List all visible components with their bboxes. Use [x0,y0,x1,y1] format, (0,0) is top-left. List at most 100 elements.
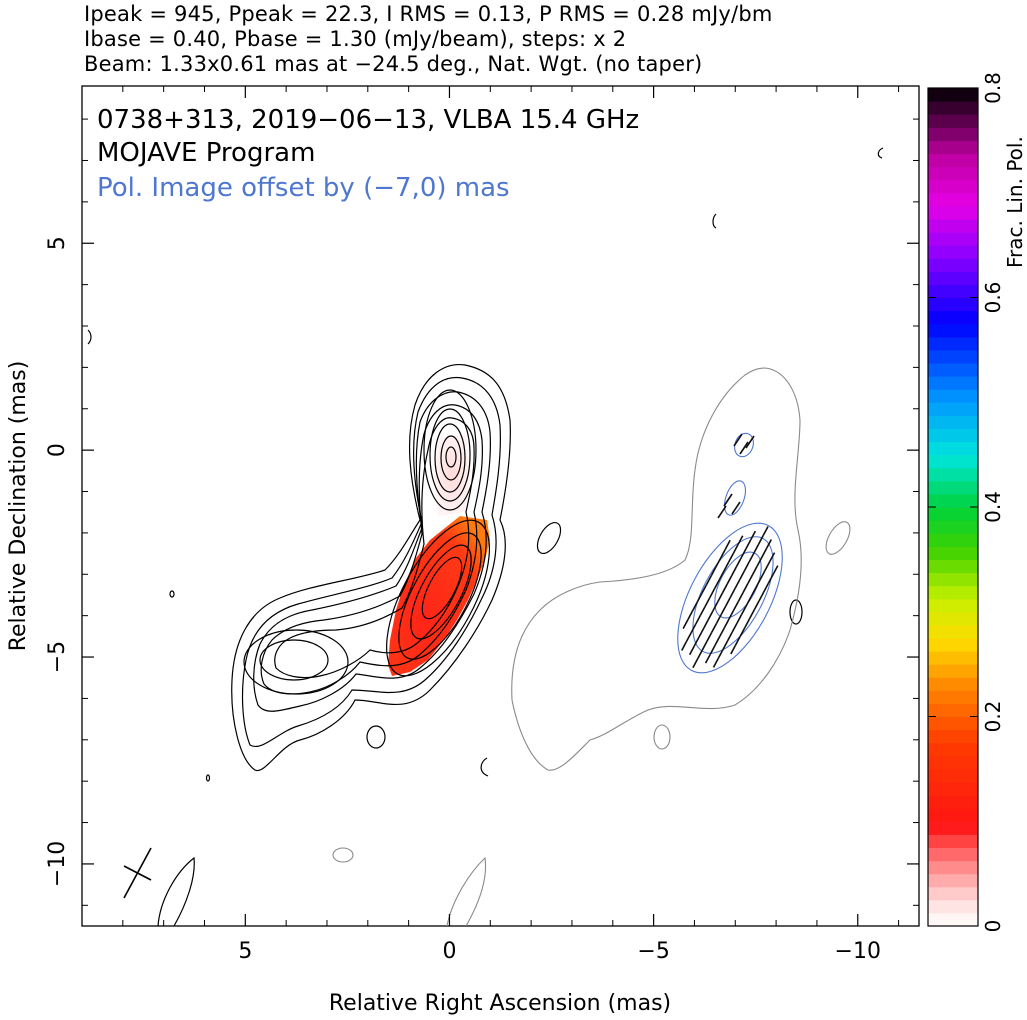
evpa-tick [720,548,727,559]
offset-outline-blob [446,856,487,926]
colorbar-step [928,362,978,377]
evpa-tick [698,627,705,638]
evpa-tick [718,627,726,638]
colorbar-step [928,860,978,875]
evpa-tick [712,658,719,668]
evpa-tick [744,618,751,628]
colorbar-step [928,441,978,456]
evpa-tick [727,552,735,563]
evpa-tick [723,493,733,507]
colorbar-step [928,690,978,705]
evpa-tick [717,649,724,659]
evpa-tick [688,645,696,656]
colorbar-step [928,507,978,521]
colorbar-step [928,166,978,181]
evpa-tick [733,600,740,611]
evpa-tick [761,547,768,558]
evpa-tick [710,623,718,633]
evpa-tick [715,614,722,624]
colorbar-step [928,755,978,770]
evpa-tick [753,600,760,611]
colorbar-step [928,310,978,325]
evpa-tick [691,601,698,612]
evpa-tick [714,636,721,646]
evpa-tick [728,609,735,620]
beam-minor-axis [123,865,152,881]
colorbar-step [928,873,978,888]
evpa-tick [735,557,743,567]
stokes-i-contour-jet-2 [398,532,482,660]
evpa-tick [722,640,729,651]
evpa-tick [734,579,741,589]
colorbar-step [928,205,978,220]
pol-contour-mid [692,536,774,654]
source-annotation: 0738+313, 2019−06−13, VLBA 15.4 GHz [97,105,639,135]
colorbar-tick-label: 0.8 [981,72,1005,104]
evpa-vectors [681,433,779,669]
pol-contour-inner [714,551,762,619]
evpa-tick [762,526,769,536]
colorbar-step [928,781,978,796]
colorbar-step [928,808,978,822]
colorbar-tick-label: 0.2 [981,701,1005,733]
evpa-tick [692,658,699,669]
colorbar-step [928,912,978,927]
y-tick-label: 5 [45,236,70,250]
evpa-tick [693,636,700,647]
evpa-tick [734,635,741,646]
evpa-tick [704,597,711,607]
colorbar-step [928,572,978,587]
evpa-tick [695,614,702,625]
evpa-tick [759,569,766,580]
evpa-tick [748,609,756,619]
stokes-i-blob [789,599,803,625]
offset-outline-blob [825,521,851,555]
evpa-tick [715,557,722,568]
colorbar-step [928,101,978,115]
x-tick-label: 5 [238,939,252,964]
stokes-i-contour-core-4 [440,435,462,481]
evpa-tick [769,552,776,562]
evpa-tick [736,614,743,624]
evpa-tick [709,588,716,598]
evpa-tick [750,587,757,598]
colorbar-tick-label: 0 [981,920,1005,933]
colorbar-step [928,415,978,430]
evpa-tick [681,641,688,651]
stokes-i-contour-core-5 [445,446,457,468]
colorbar-step [928,297,978,312]
colorbar-step [928,245,978,259]
offset-total-outline [332,367,851,926]
plot-frame [81,85,920,927]
stokes-i-contour-lowest [231,363,511,772]
colorbar-step [928,192,978,207]
offset-outline-blob [332,847,354,863]
colorbar-step [928,546,978,560]
evpa-tick [758,591,765,602]
evpa-tick [720,605,727,616]
stokes-i-blob [877,147,884,159]
colorbar-step [928,624,978,639]
evpa-tick [712,601,719,611]
colorbar-step [928,323,978,338]
stokes-i-blob [205,774,211,782]
colorbar-step [928,559,978,574]
evpa-tick [699,605,706,616]
evpa-tick [742,583,749,593]
colorbar-step [928,795,978,809]
evpa-tick [733,433,743,447]
colorbar: 0 0.2 0.4 0.6 0.8 [927,72,1005,933]
evpa-tick [767,574,774,584]
colorbar-step [928,284,978,299]
evpa-tick [696,592,703,603]
stokes-i-contour-jet-1 [386,519,490,677]
evpa-tick [748,552,755,563]
colorbar-step [928,493,978,508]
evpa-tick [726,631,733,642]
evpa-tick [723,618,730,629]
colorbar-step [928,467,978,482]
evpa-tick [729,587,736,598]
beam-marker [123,847,152,899]
colorbar-step [928,428,978,443]
program-annotation: MOJAVE Program [97,138,315,168]
